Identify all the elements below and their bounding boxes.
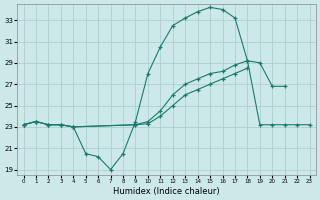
X-axis label: Humidex (Indice chaleur): Humidex (Indice chaleur) bbox=[113, 187, 220, 196]
